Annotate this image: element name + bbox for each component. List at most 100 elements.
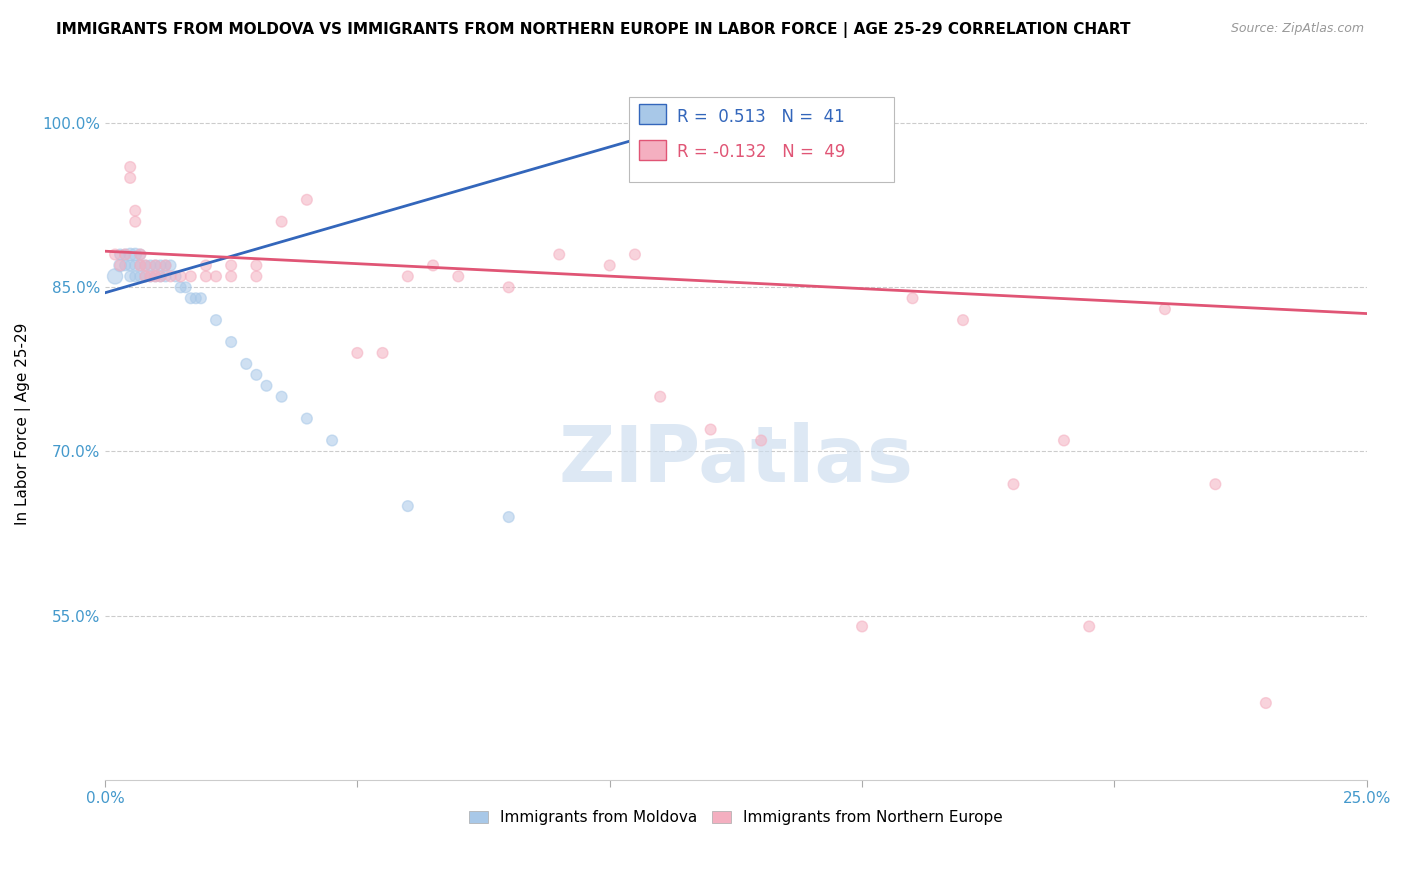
Point [124, 269, 146, 284]
Point [851, 619, 873, 633]
Point [129, 259, 152, 273]
Point [120, 269, 142, 284]
Point [120, 170, 142, 185]
Point [145, 259, 167, 273]
Point [180, 291, 202, 305]
Point [149, 269, 172, 284]
Point [114, 247, 136, 261]
Point [1053, 434, 1076, 448]
Point [952, 313, 974, 327]
Point [624, 247, 647, 261]
Point [139, 269, 162, 284]
Point [155, 259, 177, 273]
Point [498, 280, 520, 294]
Point [205, 269, 228, 284]
Point [155, 269, 177, 284]
Point [124, 247, 146, 261]
Point [245, 368, 267, 382]
Point [129, 247, 152, 261]
Point [219, 269, 242, 284]
Point [194, 269, 217, 284]
Point [447, 269, 470, 284]
Bar [638, 104, 666, 124]
Point [321, 434, 343, 448]
Point [149, 269, 172, 284]
Point [422, 259, 444, 273]
Bar [638, 140, 666, 160]
Text: R = -0.132   N =  49: R = -0.132 N = 49 [676, 144, 845, 161]
Point [108, 259, 131, 273]
Point [145, 259, 167, 273]
Point [396, 499, 419, 513]
Point [174, 280, 197, 294]
Point [104, 247, 127, 261]
Point [129, 259, 152, 273]
Point [699, 423, 721, 437]
Point [129, 269, 152, 284]
Point [124, 215, 146, 229]
Point [104, 269, 127, 284]
Point [134, 259, 156, 273]
Point [108, 247, 131, 261]
Point [145, 269, 167, 284]
Point [184, 291, 207, 305]
Text: ZIPatlas: ZIPatlas [558, 422, 914, 498]
Point [134, 269, 156, 284]
Point [120, 160, 142, 174]
Point [149, 259, 172, 273]
Point [170, 280, 193, 294]
Point [180, 269, 202, 284]
Point [145, 269, 167, 284]
Legend: Immigrants from Moldova, Immigrants from Northern Europe: Immigrants from Moldova, Immigrants from… [470, 810, 1002, 825]
Point [114, 247, 136, 261]
Text: IMMIGRANTS FROM MOLDOVA VS IMMIGRANTS FROM NORTHERN EUROPE IN LABOR FORCE | AGE : IMMIGRANTS FROM MOLDOVA VS IMMIGRANTS FR… [56, 22, 1130, 38]
Point [165, 269, 187, 284]
Point [205, 313, 228, 327]
Point [170, 269, 193, 284]
Point [650, 390, 672, 404]
Point [124, 203, 146, 218]
Point [159, 269, 181, 284]
Point [120, 259, 142, 273]
Point [749, 434, 772, 448]
Point [295, 411, 318, 425]
Point [396, 269, 419, 284]
Point [245, 269, 267, 284]
Point [159, 259, 181, 273]
Point [134, 269, 156, 284]
Point [1078, 619, 1101, 633]
FancyBboxPatch shape [628, 97, 894, 182]
Point [270, 215, 292, 229]
Point [139, 269, 162, 284]
Point [120, 247, 142, 261]
Point [1254, 696, 1277, 710]
Point [1154, 302, 1177, 317]
Point [245, 259, 267, 273]
Point [194, 259, 217, 273]
Point [295, 193, 318, 207]
Point [548, 247, 571, 261]
Point [139, 259, 162, 273]
Point [270, 390, 292, 404]
Point [901, 291, 924, 305]
Point [256, 378, 278, 392]
Point [108, 259, 131, 273]
Text: Source: ZipAtlas.com: Source: ZipAtlas.com [1230, 22, 1364, 36]
Point [599, 259, 621, 273]
Point [235, 357, 257, 371]
Point [190, 291, 212, 305]
Point [129, 247, 152, 261]
Point [124, 259, 146, 273]
Y-axis label: In Labor Force | Age 25-29: In Labor Force | Age 25-29 [15, 323, 31, 525]
Point [498, 510, 520, 524]
Point [155, 259, 177, 273]
Point [1204, 477, 1226, 491]
Point [1002, 477, 1025, 491]
Text: R =  0.513   N =  41: R = 0.513 N = 41 [676, 108, 845, 126]
Point [114, 259, 136, 273]
Point [346, 346, 368, 360]
Point [219, 334, 242, 349]
Point [371, 346, 394, 360]
Point [134, 259, 156, 273]
Point [219, 259, 242, 273]
